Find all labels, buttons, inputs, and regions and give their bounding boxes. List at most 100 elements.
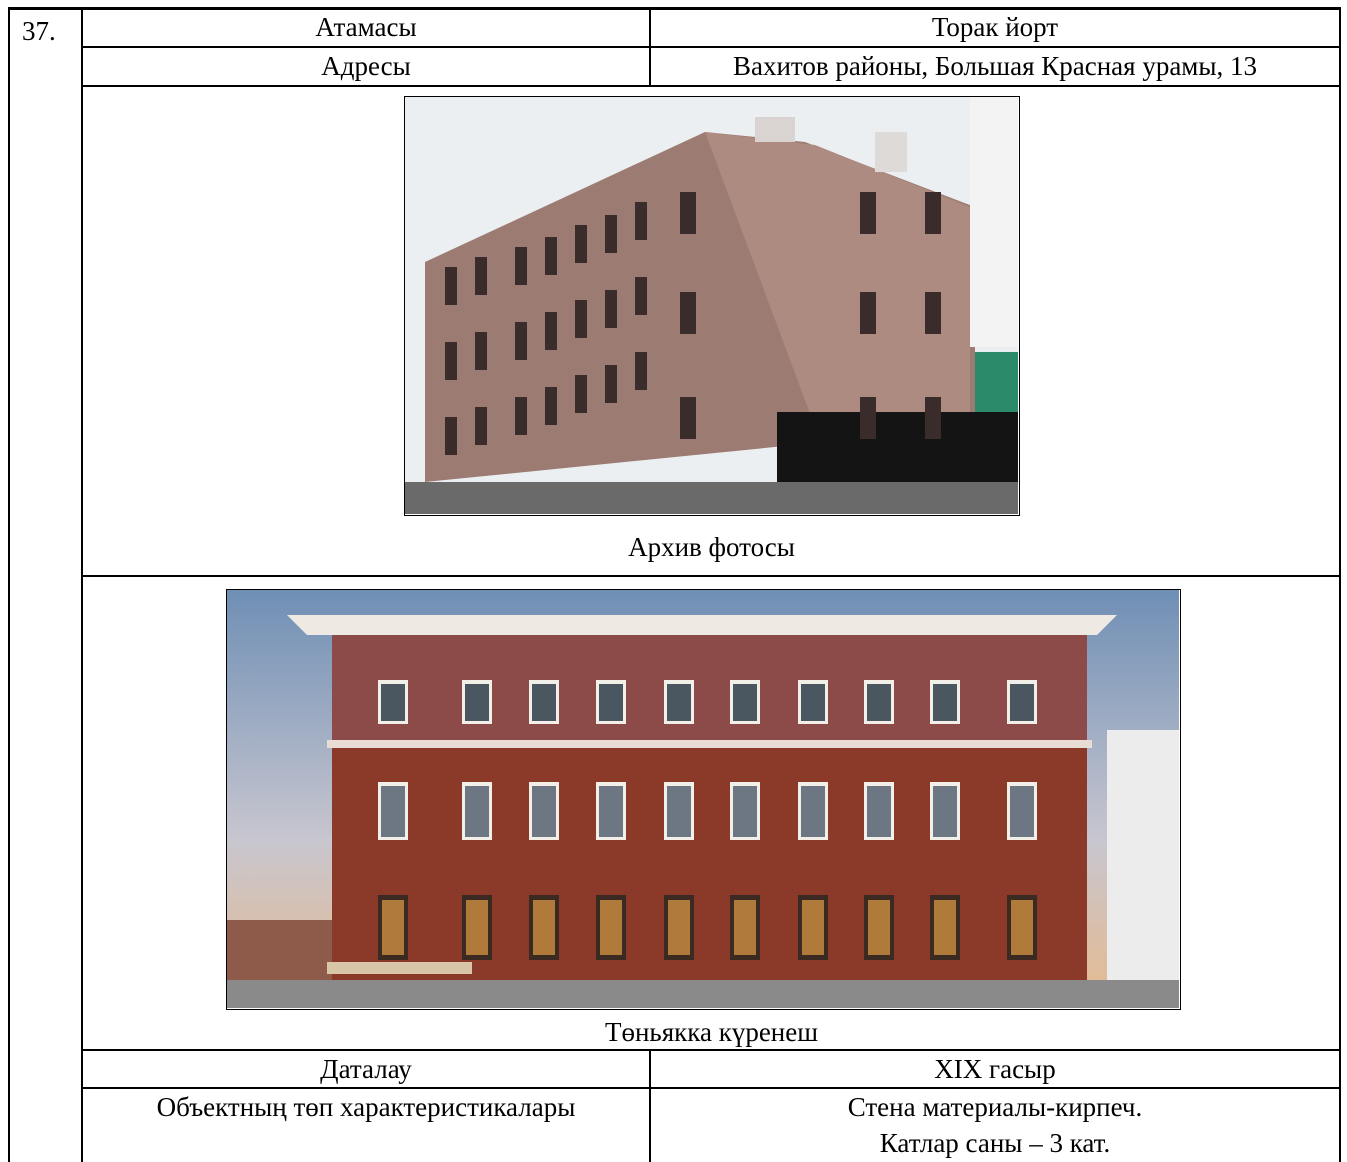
window-glass <box>533 900 555 955</box>
photo-caption: Төньякка күренеш <box>604 1017 819 1047</box>
window <box>925 397 941 439</box>
chimney <box>755 117 795 142</box>
window-glass <box>668 900 690 955</box>
window <box>605 215 617 253</box>
window-glass <box>867 786 891 837</box>
window-glass <box>465 786 489 837</box>
window-glass <box>733 786 757 837</box>
window-glass <box>802 900 824 955</box>
window <box>680 292 696 334</box>
window <box>635 202 647 240</box>
belt <box>327 740 1092 748</box>
archive-photo <box>404 96 1020 516</box>
border <box>82 85 1340 87</box>
window <box>475 332 487 370</box>
window <box>680 192 696 234</box>
border <box>82 1087 1340 1089</box>
window <box>545 387 557 425</box>
window-glass <box>599 786 623 837</box>
value-cell: Катлар саны – 3 кат. <box>879 1128 1111 1158</box>
label-cell: Адресы <box>321 51 411 81</box>
ground <box>227 980 1179 1008</box>
neighbor <box>1107 730 1179 980</box>
window <box>575 375 587 413</box>
window <box>445 417 457 455</box>
bench <box>327 962 472 974</box>
window <box>635 277 647 315</box>
window-glass <box>868 900 890 955</box>
border <box>1339 7 1341 1162</box>
window-glass <box>734 900 756 955</box>
border <box>8 7 1341 10</box>
window <box>925 292 941 334</box>
window-glass <box>733 684 757 721</box>
value-cell: Торак йорт <box>931 12 1059 42</box>
window-glass <box>1011 900 1033 955</box>
upper-floor <box>332 635 1087 745</box>
border <box>649 1049 651 1162</box>
value-cell: XIX гасыр <box>934 1054 1056 1084</box>
brick-floors <box>332 748 1087 980</box>
building-front <box>705 132 970 427</box>
window-glass <box>382 900 404 955</box>
chimney <box>875 132 907 172</box>
window-glass <box>466 900 488 955</box>
window-glass <box>1010 786 1034 837</box>
window <box>575 225 587 263</box>
window <box>545 237 557 275</box>
window-glass <box>381 684 405 721</box>
window <box>515 322 527 360</box>
border <box>649 8 651 86</box>
border <box>82 1049 1340 1051</box>
window <box>545 312 557 350</box>
window-glass <box>667 684 691 721</box>
window <box>515 247 527 285</box>
window <box>860 397 876 439</box>
window <box>445 267 457 305</box>
photo-drawing <box>227 590 1179 1008</box>
window <box>605 365 617 403</box>
window <box>860 192 876 234</box>
window <box>860 292 876 334</box>
window-glass <box>801 786 825 837</box>
photo-caption: Архив фотосы <box>628 532 795 562</box>
window <box>925 192 941 234</box>
border <box>82 46 1340 48</box>
current-photo <box>226 589 1181 1010</box>
window-glass <box>933 786 957 837</box>
window-glass <box>532 786 556 837</box>
neighbor-roof <box>975 352 1018 412</box>
window <box>605 290 617 328</box>
value-cell: Стена материалы-кирпеч. <box>847 1092 1143 1122</box>
border <box>8 7 10 1162</box>
window-glass <box>867 684 891 721</box>
window-glass <box>599 684 623 721</box>
window <box>680 397 696 439</box>
row-number: 37. <box>22 16 56 46</box>
window-glass <box>934 900 956 955</box>
window-glass <box>600 900 622 955</box>
border <box>81 7 83 1162</box>
window <box>635 352 647 390</box>
photo-drawing <box>405 97 1018 514</box>
cornice <box>287 615 1117 635</box>
window <box>575 300 587 338</box>
window-glass <box>1010 684 1034 721</box>
window-glass <box>933 684 957 721</box>
window <box>515 397 527 435</box>
ground <box>405 482 1018 514</box>
label-cell: Атамасы <box>315 12 417 42</box>
window <box>445 342 457 380</box>
window-glass <box>801 684 825 721</box>
window-glass <box>532 684 556 721</box>
value-cell: Вахитов районы, Большая Красная урамы, 1… <box>732 51 1258 81</box>
border <box>82 575 1340 577</box>
window <box>475 407 487 445</box>
wall <box>227 920 337 980</box>
window-glass <box>465 684 489 721</box>
window-glass <box>667 786 691 837</box>
label-cell: Даталау <box>320 1054 412 1084</box>
window <box>475 257 487 295</box>
label-cell: Объектның төп характеристикалары <box>156 1092 576 1122</box>
